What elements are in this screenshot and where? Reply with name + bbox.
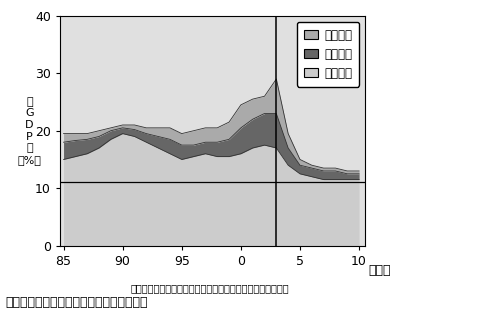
Text: （出所　ゴールドマン・サックス証券、ＥＩＵ、国民会計）: （出所 ゴールドマン・サックス証券、ＥＩＵ、国民会計） — [130, 284, 290, 294]
Legend: 経常収支, 財政赤字, 企業投資: 経常収支, 財政赤字, 企業投資 — [297, 22, 359, 87]
Text: （年）: （年） — [368, 264, 390, 277]
Text: 図４　シナリオ１　貯蓄率が減少した場合: 図４ シナリオ１ 貯蓄率が減少した場合 — [5, 296, 148, 309]
Y-axis label: 対
G
D
P
比
（%）: 対 G D P 比 （%） — [18, 97, 42, 165]
